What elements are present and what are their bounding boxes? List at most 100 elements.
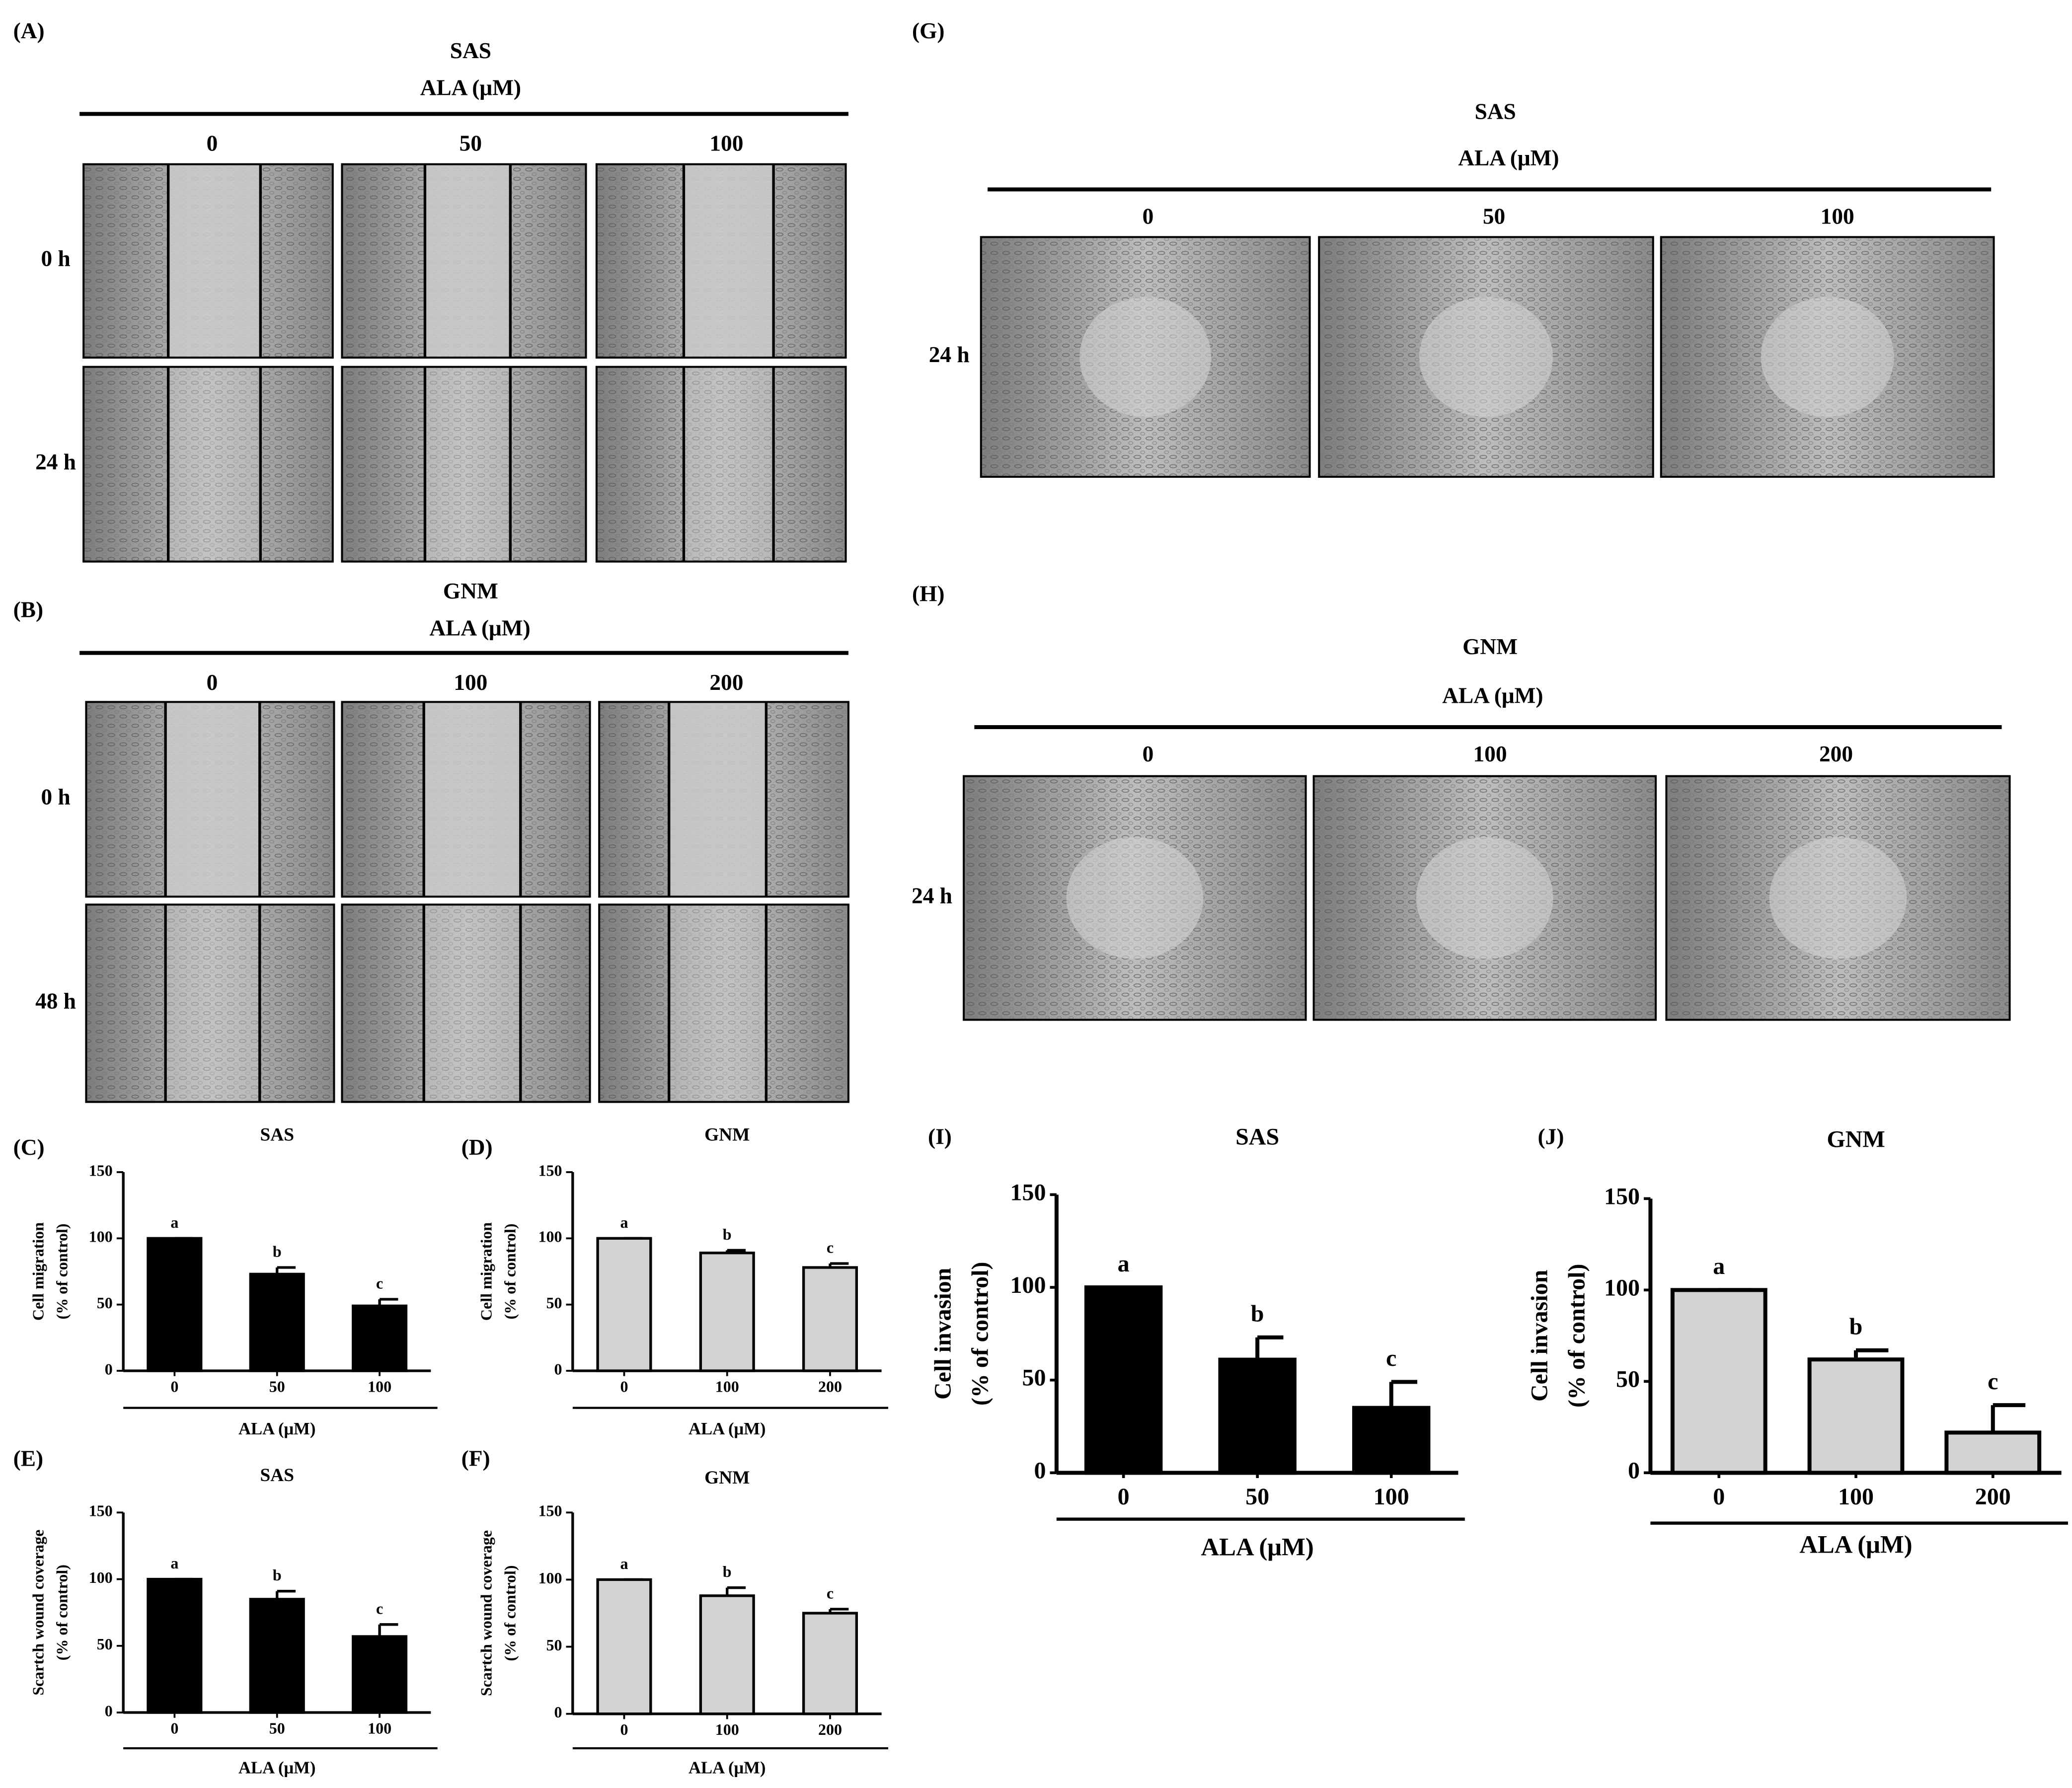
row-label: 24 h	[929, 342, 970, 367]
x-tick-label: 0	[1118, 1484, 1130, 1510]
cell-texture	[342, 904, 590, 1102]
x-tick-label: 50	[269, 1719, 285, 1737]
y-axis-label: (% of control)	[501, 1565, 519, 1661]
panel-label: (J)	[1538, 1124, 1564, 1149]
significance-letter: c	[1988, 1368, 1998, 1395]
chart-title: SAS	[260, 1125, 294, 1145]
column-header: 100	[454, 670, 487, 695]
wound-area	[168, 367, 261, 562]
cell-line: SAS	[1475, 99, 1516, 124]
cell-texture	[599, 904, 848, 1102]
micrograph-border	[1318, 236, 1654, 478]
bar	[1352, 1406, 1431, 1475]
wound-area	[669, 904, 767, 1102]
micrograph-border	[980, 236, 1311, 478]
y-tick-label: 100	[89, 1228, 113, 1246]
x-tick-label: 200	[818, 1378, 842, 1396]
y-axis-label: Cell invasion	[1527, 1270, 1553, 1402]
y-axis-label: Scartch wound coverage	[29, 1530, 47, 1696]
cell-texture	[83, 367, 333, 562]
micrograph-border	[85, 701, 335, 898]
y-tick-label: 100	[538, 1569, 562, 1587]
micrograph-border	[598, 701, 849, 898]
panel-label: (D)	[461, 1135, 493, 1160]
panel-label: (B)	[13, 597, 43, 622]
x-axis-label: ALA (μM)	[1799, 1530, 1912, 1558]
micrograph-border	[341, 903, 591, 1103]
y-tick-label: 50	[546, 1294, 562, 1312]
bar	[352, 1304, 408, 1372]
gap-area	[1769, 837, 1907, 959]
cell-texture	[342, 367, 586, 562]
bar	[596, 1578, 652, 1715]
y-axis-label: (% of control)	[967, 1262, 993, 1406]
x-tick-label: 100	[368, 1378, 391, 1396]
column-header: 50	[460, 131, 482, 156]
bar	[1944, 1430, 2042, 1475]
wound-area	[165, 904, 260, 1102]
treatment: ALA (μM)	[420, 75, 521, 100]
bar	[802, 1612, 858, 1715]
wound-area	[684, 164, 774, 358]
micrograph-border	[1660, 236, 1995, 478]
x-tick-label: 0	[620, 1720, 628, 1738]
significance-letter: c	[376, 1599, 383, 1617]
column-header: 100	[709, 131, 743, 156]
x-axis-label: ALA (μM)	[689, 1419, 766, 1438]
gap-area	[1416, 837, 1553, 959]
chart-title: GNM	[704, 1468, 750, 1488]
micrograph-border	[82, 163, 334, 359]
bar	[699, 1594, 755, 1715]
panel-label: (E)	[13, 1446, 43, 1471]
bar	[596, 1237, 652, 1372]
y-tick-label: 50	[97, 1294, 113, 1312]
x-axis-label: ALA (μM)	[1201, 1533, 1314, 1561]
significance-letter: c	[376, 1274, 383, 1292]
row-label: 48 h	[35, 988, 76, 1013]
y-tick-label: 0	[554, 1360, 562, 1378]
y-tick-label: 0	[1628, 1457, 1640, 1484]
bar	[699, 1251, 755, 1372]
column-header: 0	[1143, 204, 1154, 228]
y-axis-label: (% of control)	[1563, 1264, 1590, 1408]
bar	[147, 1577, 203, 1714]
y-tick-label: 50	[1616, 1366, 1640, 1392]
cell-line: GNM	[1462, 634, 1518, 659]
gap-area	[1079, 297, 1212, 417]
x-tick-label: 50	[1245, 1484, 1269, 1510]
y-tick-label: 0	[554, 1703, 562, 1721]
micrograph-border	[595, 163, 847, 359]
column-header: 0	[207, 131, 218, 156]
chart-title: SAS	[1235, 1123, 1279, 1150]
y-axis-label: (% of control)	[501, 1223, 519, 1319]
micrograph-border	[598, 903, 849, 1103]
significance-letter: a	[620, 1213, 628, 1231]
wound-area	[165, 702, 260, 897]
panel-label: (G)	[912, 18, 944, 43]
significance-letter: a	[1713, 1253, 1725, 1279]
column-header: 50	[1483, 204, 1505, 228]
wound-area	[424, 904, 521, 1102]
y-tick-label: 50	[97, 1635, 113, 1653]
bar	[1218, 1357, 1297, 1475]
bar	[249, 1272, 305, 1372]
y-tick-label: 0	[1034, 1457, 1046, 1484]
row-label: 24 h	[912, 883, 952, 908]
row-label: 0 h	[41, 785, 70, 810]
y-axis-label: (% of control)	[53, 1564, 71, 1660]
micrograph-border	[341, 163, 587, 359]
bar	[1807, 1357, 1905, 1475]
significance-letter: b	[723, 1225, 732, 1243]
x-tick-label: 0	[170, 1378, 178, 1396]
y-axis-label: Scartch wound coverage	[477, 1530, 495, 1696]
significance-letter: a	[170, 1554, 178, 1572]
panel-label: (A)	[13, 18, 45, 43]
column-header: 100	[1473, 742, 1507, 766]
significance-letter: b	[723, 1563, 732, 1580]
y-tick-label: 100	[1604, 1274, 1640, 1301]
x-tick-label: 200	[1975, 1484, 2011, 1510]
x-tick-label: 100	[715, 1720, 739, 1738]
cell-line: GNM	[443, 579, 498, 603]
row-label: 0 h	[41, 246, 70, 271]
micrograph-border	[595, 366, 847, 563]
